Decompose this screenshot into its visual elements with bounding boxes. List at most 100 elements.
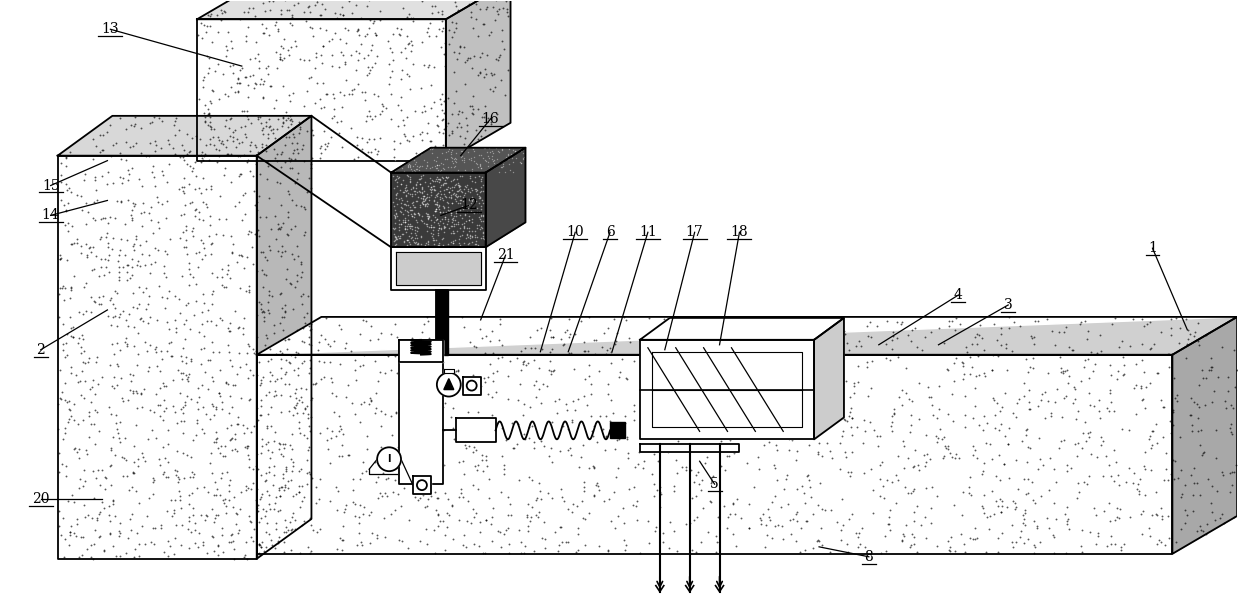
Point	[393, 121, 413, 130]
Point	[1172, 524, 1192, 533]
Point	[394, 217, 414, 227]
Point	[464, 207, 484, 217]
Point	[114, 453, 134, 463]
Point	[429, 223, 449, 233]
Text: 13: 13	[102, 22, 119, 36]
Point	[744, 371, 764, 380]
Point	[556, 537, 575, 547]
Point	[188, 393, 208, 402]
Point	[231, 362, 250, 372]
Point	[515, 152, 534, 161]
Point	[201, 239, 221, 248]
Point	[73, 309, 93, 318]
Point	[715, 465, 735, 475]
Point	[86, 252, 105, 261]
Point	[498, 153, 518, 162]
Point	[1059, 371, 1079, 381]
Point	[404, 106, 424, 115]
Point	[222, 248, 242, 257]
Point	[662, 385, 682, 394]
Point	[435, 207, 455, 217]
Point	[186, 418, 206, 428]
Point	[268, 24, 288, 34]
Point	[417, 158, 436, 167]
Point	[429, 201, 449, 210]
Point	[157, 551, 177, 560]
Point	[813, 357, 833, 367]
Point	[549, 540, 569, 550]
Point	[593, 425, 613, 434]
Point	[123, 468, 143, 477]
Point	[267, 234, 286, 243]
Point	[667, 362, 687, 372]
Point	[300, 23, 320, 32]
Point	[262, 291, 281, 300]
Point	[360, 107, 379, 116]
Point	[242, 243, 262, 252]
Point	[991, 507, 1011, 516]
Point	[1202, 353, 1221, 363]
Point	[79, 433, 99, 442]
Point	[181, 394, 201, 404]
Point	[418, 118, 438, 127]
Point	[466, 0, 486, 9]
Point	[321, 434, 341, 443]
Point	[792, 481, 812, 491]
Point	[166, 114, 186, 123]
Point	[474, 19, 494, 29]
Point	[460, 53, 480, 62]
Point	[283, 117, 303, 126]
Point	[129, 174, 149, 184]
Point	[961, 534, 981, 543]
Point	[247, 506, 267, 516]
Point	[1141, 465, 1161, 475]
Point	[727, 494, 746, 503]
Point	[1065, 384, 1085, 393]
Point	[372, 107, 392, 116]
Point	[991, 406, 1011, 416]
Point	[448, 199, 467, 208]
Point	[467, 207, 487, 217]
Point	[697, 440, 717, 449]
Point	[224, 306, 244, 316]
Point	[742, 406, 761, 416]
Point	[259, 530, 279, 539]
Point	[186, 279, 206, 289]
Polygon shape	[197, 19, 446, 161]
Point	[877, 317, 897, 326]
Point	[916, 533, 936, 543]
Point	[464, 51, 484, 61]
Point	[169, 295, 188, 304]
Point	[102, 293, 122, 303]
Point	[776, 318, 796, 327]
Point	[722, 432, 742, 441]
Point	[337, 0, 357, 3]
Point	[377, 103, 397, 112]
Point	[856, 426, 875, 436]
Point	[392, 502, 412, 511]
Point	[1161, 428, 1180, 437]
Point	[180, 369, 200, 379]
Point	[278, 212, 298, 222]
Point	[732, 357, 751, 367]
Point	[430, 186, 450, 195]
Point	[133, 453, 153, 462]
Point	[508, 475, 528, 485]
Point	[187, 405, 207, 414]
Point	[425, 161, 445, 171]
Point	[961, 490, 981, 499]
Point	[868, 441, 888, 450]
Point	[234, 8, 254, 17]
Point	[1147, 439, 1167, 448]
Point	[283, 250, 303, 259]
Point	[408, 495, 428, 505]
Point	[381, 43, 401, 53]
Point	[1040, 453, 1060, 462]
Point	[56, 179, 76, 189]
Point	[83, 375, 103, 385]
Point	[474, 186, 494, 196]
Point	[55, 396, 74, 405]
Point	[626, 501, 646, 511]
Point	[715, 419, 735, 429]
Point	[286, 41, 306, 51]
